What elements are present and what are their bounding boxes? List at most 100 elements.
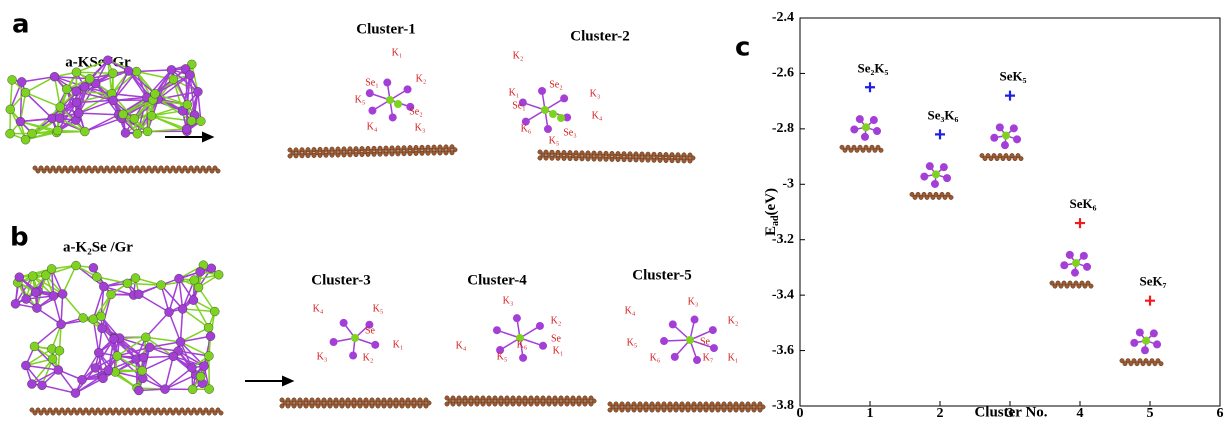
cluster-title: Cluster-1 [356, 21, 415, 37]
carbon-atom [620, 408, 624, 412]
atom [108, 69, 117, 78]
carbon-atom [664, 158, 668, 162]
carbon-atom [728, 408, 732, 412]
carbon-atom [33, 411, 37, 415]
carbon-atom [943, 195, 947, 199]
carbon-atom [180, 169, 184, 173]
carbon-atom [322, 404, 326, 408]
bond [26, 93, 61, 107]
carbon-atom [1077, 284, 1081, 288]
bond [63, 294, 83, 318]
atom-label: Se [551, 333, 562, 344]
marker [935, 129, 945, 139]
carbon-atom [126, 169, 130, 173]
carbon-atom [937, 195, 941, 199]
carbon-atom [632, 408, 636, 412]
carbon-atom [420, 151, 424, 155]
carbon-atom [189, 411, 193, 415]
carbon-atom [592, 157, 596, 161]
atom [167, 65, 176, 74]
carbon-atom [93, 411, 97, 415]
carbon-atom [716, 408, 720, 412]
carbon-atom [153, 411, 157, 415]
atom-label: K₁ [728, 352, 739, 363]
atom [340, 319, 348, 327]
atom [151, 89, 160, 98]
atom [104, 366, 113, 375]
atom [187, 116, 196, 125]
cluster-title: Cluster-5 [632, 267, 691, 283]
atom [196, 372, 205, 381]
atom [660, 337, 668, 345]
carbon-atom [135, 411, 139, 415]
atom [21, 88, 30, 97]
carbon-atom [925, 195, 929, 199]
atom [186, 71, 195, 80]
atom-cluster [920, 162, 951, 188]
carbon-atom [686, 408, 690, 412]
atom-label: K₆ [650, 352, 661, 363]
carbon-atom [60, 169, 64, 173]
atom [130, 114, 139, 123]
atom-cluster [850, 115, 881, 141]
atom [709, 326, 717, 334]
atom [72, 98, 81, 107]
carbon-atom [541, 402, 545, 406]
carbon-atom [577, 402, 581, 406]
carbon-atom [1001, 156, 1005, 160]
carbon-atom [1141, 361, 1145, 365]
atom [72, 87, 81, 96]
graphene [288, 145, 457, 159]
carbon-atom [1065, 284, 1069, 288]
carbon-atom [432, 151, 436, 155]
atom [183, 100, 192, 109]
atom-label: Se₂ [549, 79, 563, 90]
atom [394, 100, 402, 108]
atom-label: K₁ [393, 339, 404, 350]
carbon-atom [45, 411, 49, 415]
carbon-atom [499, 402, 503, 406]
y-tick-label: -2.4 [772, 10, 794, 25]
atom-label: K₂ [363, 352, 374, 363]
atom [189, 296, 198, 305]
marker [865, 82, 875, 92]
atom [169, 352, 178, 361]
carbon-atom [117, 411, 121, 415]
carbon-atom [722, 408, 726, 412]
carbon-atom [676, 159, 680, 163]
atom-label: K₃ [590, 88, 601, 99]
graphene [33, 166, 220, 173]
atom [165, 308, 174, 317]
atom [31, 288, 40, 297]
carbon-atom [81, 411, 85, 415]
carbon-atom [710, 408, 714, 412]
bond [26, 93, 53, 119]
atom-label: Se [700, 336, 711, 347]
atom [932, 170, 940, 178]
carbon-atom [1159, 361, 1163, 365]
atom [210, 307, 219, 316]
carbon-atom [556, 156, 560, 160]
atom [200, 362, 209, 371]
structure-title: a-K₂Se /Gr [63, 239, 133, 255]
point-label: Se₂K₅ [858, 60, 889, 75]
cluster-title: Cluster-4 [467, 272, 527, 288]
carbon-atom [682, 159, 686, 163]
atom [1080, 252, 1088, 260]
atom-label: Se₁ [512, 100, 526, 111]
carbon-atom [210, 169, 214, 173]
carbon-atom [51, 411, 55, 415]
atom [671, 353, 679, 361]
carbon-atom [535, 402, 539, 406]
atom [206, 332, 215, 341]
carbon-atom [1053, 284, 1057, 288]
atom [351, 334, 359, 342]
atom [53, 126, 62, 135]
y-tick-label: -2.6 [772, 66, 794, 81]
atom [862, 123, 870, 131]
atom-label: K₁ [553, 345, 564, 356]
carbon-atom [692, 408, 696, 412]
y-label-sub: ad [770, 215, 781, 226]
atom [990, 134, 998, 142]
atom [996, 123, 1004, 131]
